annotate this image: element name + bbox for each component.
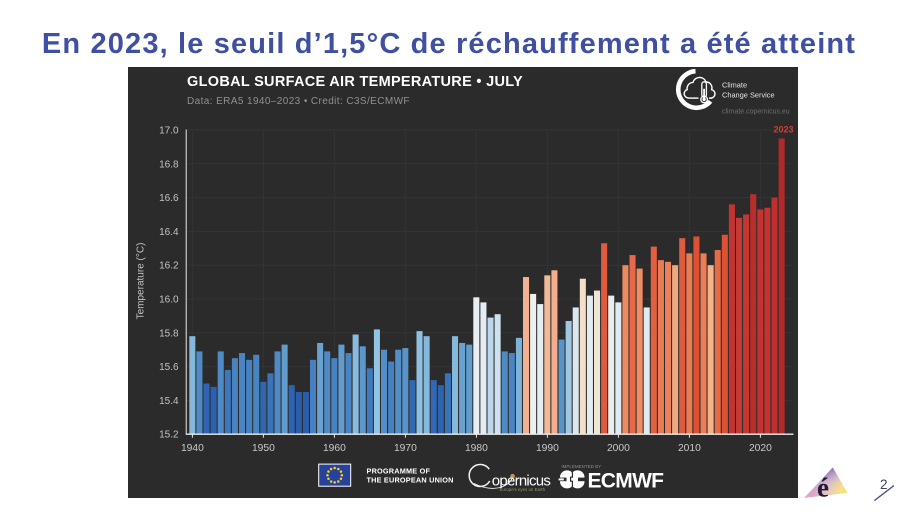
svg-text:1960: 1960	[323, 443, 346, 454]
svg-text:climate.copernicus.eu: climate.copernicus.eu	[722, 108, 790, 115]
svg-text:Climate: Climate	[722, 81, 747, 90]
svg-text:PROGRAMME OF: PROGRAMME OF	[367, 467, 431, 476]
svg-text:opernicus: opernicus	[492, 473, 551, 490]
svg-text:15.2: 15.2	[159, 430, 179, 441]
svg-text:1950: 1950	[252, 443, 275, 454]
svg-text:Data: ERA5 1940–2023 • Credit:: Data: ERA5 1940–2023 • Credit: C3S/ECMWF	[187, 96, 410, 107]
svg-text:THE EUROPEAN UNION: THE EUROPEAN UNION	[367, 476, 454, 485]
svg-text:2010: 2010	[678, 443, 701, 454]
svg-text:16.6: 16.6	[159, 193, 179, 204]
svg-text:16.2: 16.2	[159, 261, 179, 272]
svg-text:ECMWF: ECMWF	[588, 470, 665, 493]
svg-text:IMPLEMENTED BY: IMPLEMENTED BY	[561, 464, 601, 469]
svg-text:15.4: 15.4	[159, 396, 179, 407]
svg-text:Change Service: Change Service	[722, 91, 775, 100]
svg-text:16.8: 16.8	[159, 159, 179, 170]
svg-text:1980: 1980	[465, 443, 488, 454]
svg-text:2020: 2020	[749, 443, 772, 454]
svg-text:15.8: 15.8	[159, 328, 179, 339]
svg-text:1940: 1940	[181, 443, 204, 454]
svg-text:1990: 1990	[536, 443, 559, 454]
svg-text:GLOBAL SURFACE AIR TEMPERATURE: GLOBAL SURFACE AIR TEMPERATURE • JULY	[187, 74, 523, 90]
svg-text:Europe’s eyes on Earth: Europe’s eyes on Earth	[500, 487, 546, 492]
svg-text:2: 2	[880, 477, 888, 492]
svg-text:Temperature (°C): Temperature (°C)	[136, 243, 147, 320]
svg-text:16.4: 16.4	[159, 227, 179, 238]
svg-text:1970: 1970	[394, 443, 417, 454]
svg-text:17.0: 17.0	[159, 126, 179, 137]
svg-text:15.6: 15.6	[159, 362, 179, 373]
svg-text:2023: 2023	[773, 124, 793, 134]
svg-text:16.0: 16.0	[159, 295, 179, 306]
svg-text:2000: 2000	[607, 443, 630, 454]
svg-text:é: é	[817, 473, 829, 503]
